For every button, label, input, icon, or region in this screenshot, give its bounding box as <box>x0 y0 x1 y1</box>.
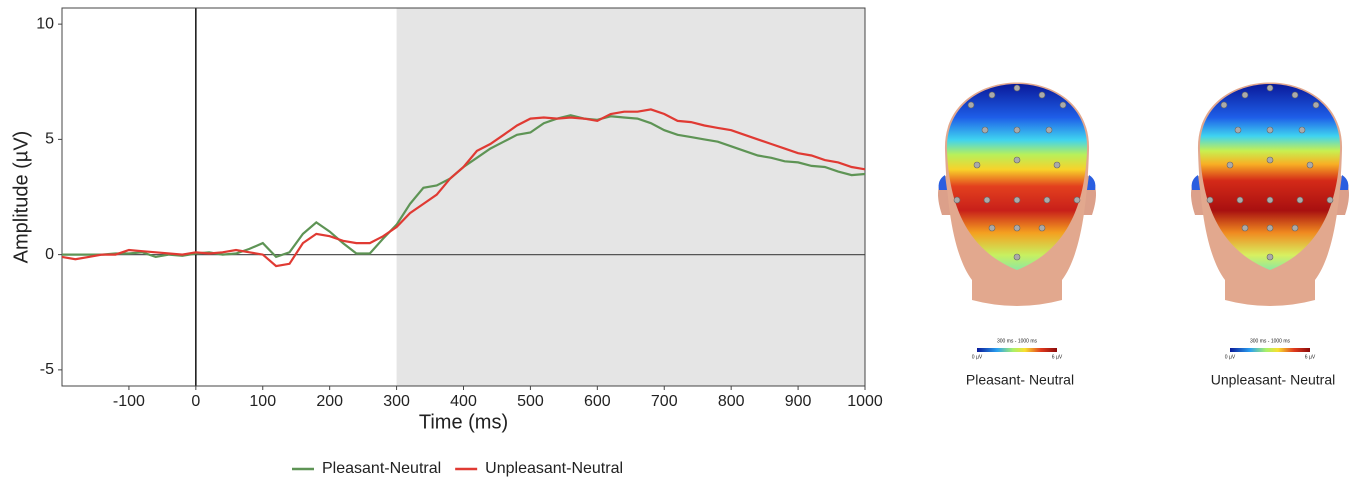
x-tick-label: 800 <box>718 393 745 410</box>
y-tick-label: -5 <box>40 361 54 378</box>
y-tick-label: 0 <box>45 246 54 263</box>
y-tick-label: 10 <box>36 15 54 32</box>
head-2 <box>1191 82 1349 352</box>
topomap-window: 300 ms - 1000 ms <box>1250 338 1291 344</box>
x-tick-label: 300 <box>383 393 410 410</box>
head-1 <box>938 82 1096 352</box>
topomap-scale-max: 6 µV <box>1052 354 1063 360</box>
topomap-label: Pleasant- Neutral <box>966 372 1074 388</box>
x-tick-label: -100 <box>113 393 145 410</box>
x-tick-label: 700 <box>651 393 678 410</box>
topomap-scale-min: 0 µV <box>972 354 983 360</box>
line-chart: -100 0 100 200 300 400 500 600 700 800 900 1000 -5 0 5… <box>10 7 883 477</box>
x-tick-label: 500 <box>517 393 544 410</box>
x-axis-label: Time (ms) <box>419 411 508 433</box>
topomap-label: Unpleasant- Neutral <box>1211 372 1336 388</box>
x-tick-label: 1000 <box>847 393 883 410</box>
legend-label: Pleasant-Neutral <box>322 460 441 477</box>
topomap-window: 300 ms - 1000 ms <box>997 338 1038 344</box>
legend-label: Unpleasant-Neutral <box>485 460 623 477</box>
x-tick-label: 900 <box>785 393 812 410</box>
y-axis-label: Amplitude (µV) <box>10 131 32 264</box>
y-tick-label: 5 <box>45 131 54 148</box>
x-tick-label: 400 <box>450 393 477 410</box>
topomap-scale-max: 6 µV <box>1305 354 1316 360</box>
x-tick-label: 200 <box>316 393 343 410</box>
shaded-window <box>396 8 865 386</box>
x-tick-label: 600 <box>584 393 611 410</box>
x-tick-label: 0 <box>191 393 200 410</box>
series-line <box>61 108 866 268</box>
x-tick-label: 100 <box>249 393 276 410</box>
topomap-scale-min: 0 µV <box>1225 354 1236 360</box>
